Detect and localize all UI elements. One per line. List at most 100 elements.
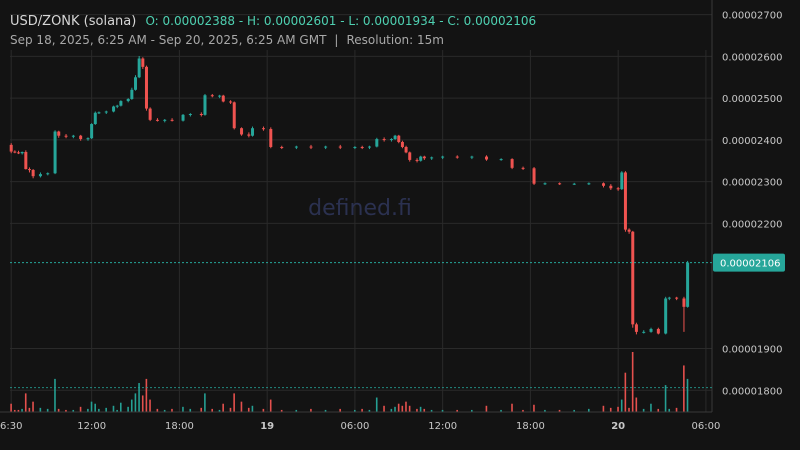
candle-body bbox=[17, 152, 21, 154]
candle-body bbox=[627, 229, 631, 232]
candle-body bbox=[634, 324, 638, 332]
candle-body bbox=[97, 112, 101, 114]
candle-body bbox=[338, 146, 342, 148]
volume-bar bbox=[686, 378, 689, 412]
volume-bar bbox=[112, 405, 115, 412]
candle-body bbox=[375, 139, 379, 147]
candle-body bbox=[115, 105, 119, 107]
candle-body bbox=[485, 156, 489, 160]
volume-bar bbox=[683, 365, 685, 412]
volume-bar bbox=[149, 399, 151, 412]
volume-bar bbox=[105, 407, 107, 412]
volume-bar bbox=[500, 409, 502, 412]
candle-body bbox=[64, 135, 68, 137]
volume-bar bbox=[222, 403, 224, 412]
volume-bar bbox=[416, 408, 418, 412]
candle-body bbox=[510, 159, 514, 168]
candle-body bbox=[623, 172, 627, 230]
candle-body bbox=[521, 167, 525, 169]
candle-body bbox=[221, 95, 225, 102]
x-tick-label: 18:00 bbox=[516, 421, 545, 432]
candle-body bbox=[309, 146, 313, 148]
volume-bar bbox=[130, 399, 133, 412]
volume-bar bbox=[522, 409, 524, 412]
volume-bar bbox=[397, 403, 400, 412]
volume-bar bbox=[54, 378, 56, 412]
volume-bar bbox=[39, 407, 42, 412]
candle-body bbox=[71, 135, 75, 137]
volume-bar bbox=[127, 406, 129, 412]
volume-bar bbox=[24, 393, 27, 412]
candle-body bbox=[13, 151, 17, 153]
volume-bar bbox=[587, 408, 590, 412]
volume-bar bbox=[635, 397, 638, 412]
volume-bar bbox=[664, 385, 667, 412]
watermark: defined.fi bbox=[308, 196, 412, 221]
candle-body bbox=[280, 146, 284, 148]
volume-bar bbox=[558, 409, 561, 412]
price-lines: 0.00002106 bbox=[0, 0, 785, 413]
volume-bar bbox=[657, 408, 660, 412]
candle-body bbox=[218, 95, 222, 97]
volume-bar bbox=[533, 404, 535, 412]
candle-body bbox=[188, 114, 192, 116]
y-tick-label: 0.00002400 bbox=[722, 136, 782, 147]
volume-bar bbox=[624, 372, 627, 412]
x-tick-label: 20 bbox=[611, 421, 625, 432]
volume-bar bbox=[182, 406, 184, 412]
volume-bar bbox=[650, 403, 652, 412]
candle-body bbox=[532, 168, 536, 184]
y-tick-label: 0.00001900 bbox=[722, 345, 782, 356]
candle-body bbox=[602, 183, 606, 186]
volume-bar bbox=[390, 408, 393, 412]
volume-bar bbox=[141, 395, 144, 412]
last-price-badge bbox=[713, 253, 785, 272]
candle-body bbox=[543, 183, 547, 185]
x-tick-label: 19 bbox=[260, 421, 274, 432]
candle-body bbox=[269, 129, 273, 147]
volume-bar bbox=[87, 408, 89, 412]
candle-body bbox=[667, 297, 671, 299]
candle-body bbox=[382, 139, 386, 141]
candle-body bbox=[616, 188, 620, 190]
candle-body bbox=[368, 146, 372, 148]
volume-bar bbox=[98, 408, 100, 412]
candle-body bbox=[324, 146, 328, 148]
candle-body bbox=[393, 135, 397, 140]
candle-body bbox=[53, 131, 57, 174]
volume-bar bbox=[383, 405, 385, 412]
volume-bar bbox=[79, 406, 82, 412]
candle-body bbox=[470, 156, 474, 158]
y-tick-label: 0.00001800 bbox=[722, 386, 782, 397]
candle-body bbox=[675, 297, 679, 299]
candle-body bbox=[27, 169, 31, 171]
volume-bar bbox=[675, 407, 678, 412]
candle-body bbox=[400, 141, 404, 147]
candle-body bbox=[240, 128, 244, 135]
volume-bar bbox=[247, 407, 250, 412]
candle-body bbox=[415, 159, 419, 161]
candle-body bbox=[294, 146, 298, 148]
candle-body bbox=[408, 152, 412, 160]
candle-body bbox=[360, 146, 364, 148]
candle-body bbox=[134, 77, 138, 90]
volume-bar bbox=[408, 405, 411, 412]
volume-bar bbox=[90, 401, 93, 412]
candle-body bbox=[664, 298, 668, 334]
candle-body bbox=[397, 135, 401, 142]
volume-bar bbox=[13, 409, 16, 412]
volume-bar bbox=[10, 403, 12, 412]
volume-bar bbox=[262, 408, 265, 412]
candle-body bbox=[137, 58, 141, 78]
volume-bar bbox=[485, 405, 488, 412]
volume-bar bbox=[353, 409, 356, 412]
candle-body bbox=[163, 119, 167, 121]
last-price-label: 0.00002106 bbox=[720, 259, 780, 270]
y-axis: 0.00002700 0.00002600 0.00002500 0.00002400… bbox=[722, 11, 782, 398]
volume-bar bbox=[617, 406, 619, 412]
candle-body bbox=[104, 111, 108, 113]
candle-body bbox=[430, 157, 434, 159]
y-tick-label: 0.00002700 bbox=[722, 11, 782, 22]
volume-bar bbox=[21, 408, 23, 412]
